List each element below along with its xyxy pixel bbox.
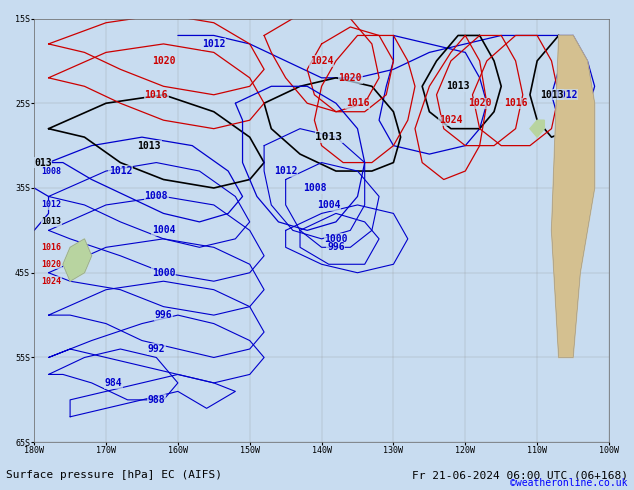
Text: 1012: 1012 — [202, 39, 226, 49]
Text: 1013: 1013 — [446, 81, 470, 91]
Text: 1004: 1004 — [317, 200, 340, 210]
Text: 996: 996 — [327, 243, 345, 252]
Text: 1000: 1000 — [324, 234, 347, 244]
Text: 1004: 1004 — [152, 225, 175, 235]
Text: 1016: 1016 — [145, 90, 168, 100]
Polygon shape — [530, 120, 545, 137]
Text: 1008: 1008 — [302, 183, 326, 193]
Text: 1012: 1012 — [108, 166, 132, 176]
Text: 1016: 1016 — [41, 243, 61, 252]
Text: 1008: 1008 — [41, 167, 61, 175]
Text: 1013: 1013 — [540, 90, 563, 100]
Text: 1020: 1020 — [152, 56, 175, 66]
Text: 1013: 1013 — [315, 132, 342, 142]
Text: 1016: 1016 — [346, 98, 369, 108]
Text: 1000: 1000 — [152, 268, 175, 278]
Text: ©weatheronline.co.uk: ©weatheronline.co.uk — [510, 478, 628, 488]
Polygon shape — [552, 35, 595, 358]
Text: 988: 988 — [148, 395, 165, 405]
Text: Fr 21-06-2024 06:00 UTC (06+168): Fr 21-06-2024 06:00 UTC (06+168) — [411, 470, 628, 480]
Text: 1024: 1024 — [439, 115, 463, 125]
Text: 1024: 1024 — [41, 277, 61, 286]
Text: 992: 992 — [148, 344, 165, 354]
Text: 1016: 1016 — [504, 98, 527, 108]
Text: 1020: 1020 — [468, 98, 491, 108]
Text: 1012: 1012 — [274, 166, 297, 176]
Text: 1012: 1012 — [554, 90, 578, 100]
Text: 1013: 1013 — [41, 218, 61, 226]
Text: 1012: 1012 — [41, 200, 61, 209]
Polygon shape — [63, 239, 92, 281]
Text: 1013: 1013 — [138, 141, 161, 150]
Text: 1020: 1020 — [41, 260, 61, 269]
Text: 013: 013 — [34, 158, 52, 168]
Text: 996: 996 — [155, 310, 172, 320]
Text: 1020: 1020 — [339, 73, 362, 83]
Text: 1008: 1008 — [145, 192, 168, 201]
Text: Surface pressure [hPa] EC (AIFS): Surface pressure [hPa] EC (AIFS) — [6, 470, 223, 480]
Text: 984: 984 — [105, 378, 122, 388]
Text: 1024: 1024 — [310, 56, 333, 66]
